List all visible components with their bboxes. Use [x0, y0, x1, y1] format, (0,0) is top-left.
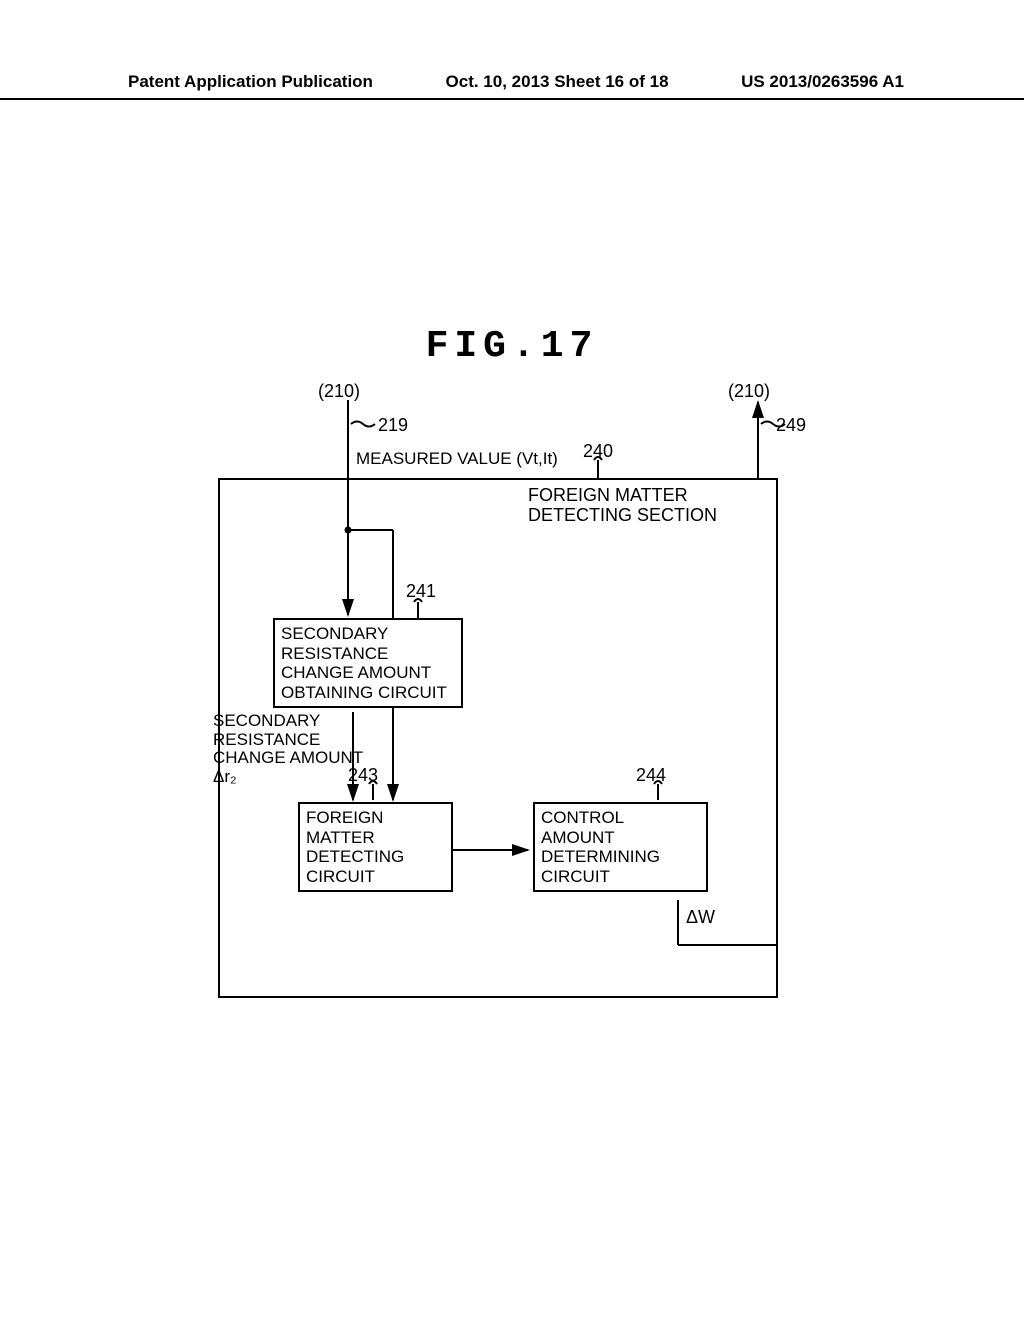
ref-249: 249: [776, 416, 806, 436]
ref-241: 241: [406, 582, 436, 602]
main-box-label: FOREIGN MATTER DETECTING SECTION: [528, 486, 717, 526]
header-left: Patent Application Publication: [128, 72, 373, 92]
box-241: SECONDARY RESISTANCE CHANGE AMOUNT OBTAI…: [273, 618, 463, 708]
figure-title: FIG.17: [0, 325, 1024, 368]
delta-w-label: ΔW: [686, 908, 715, 928]
page-header: Patent Application Publication Oct. 10, …: [0, 72, 1024, 100]
ref-244: 244: [636, 766, 666, 786]
side-label-delta-r2: SECONDARY RESISTANCE CHANGE AMOUNT Δr₂: [213, 712, 363, 787]
measured-value-label: MEASURED VALUE (Vt,It): [356, 450, 558, 469]
ref-210-right: (210): [728, 382, 770, 402]
ref-243: 243: [348, 766, 378, 786]
ref-210-left: (210): [318, 382, 360, 402]
header-center: Oct. 10, 2013 Sheet 16 of 18: [446, 72, 669, 92]
box-244: CONTROL AMOUNT DETERMINING CIRCUIT: [533, 802, 708, 892]
ref-219: 219: [378, 416, 408, 436]
ref-240: 240: [583, 442, 613, 462]
diagram-container: (210) (210) 219 249 MEASURED VALUE (Vt,I…: [218, 390, 808, 1010]
box-243: FOREIGN MATTER DETECTING CIRCUIT: [298, 802, 453, 892]
header-right: US 2013/0263596 A1: [741, 72, 904, 92]
